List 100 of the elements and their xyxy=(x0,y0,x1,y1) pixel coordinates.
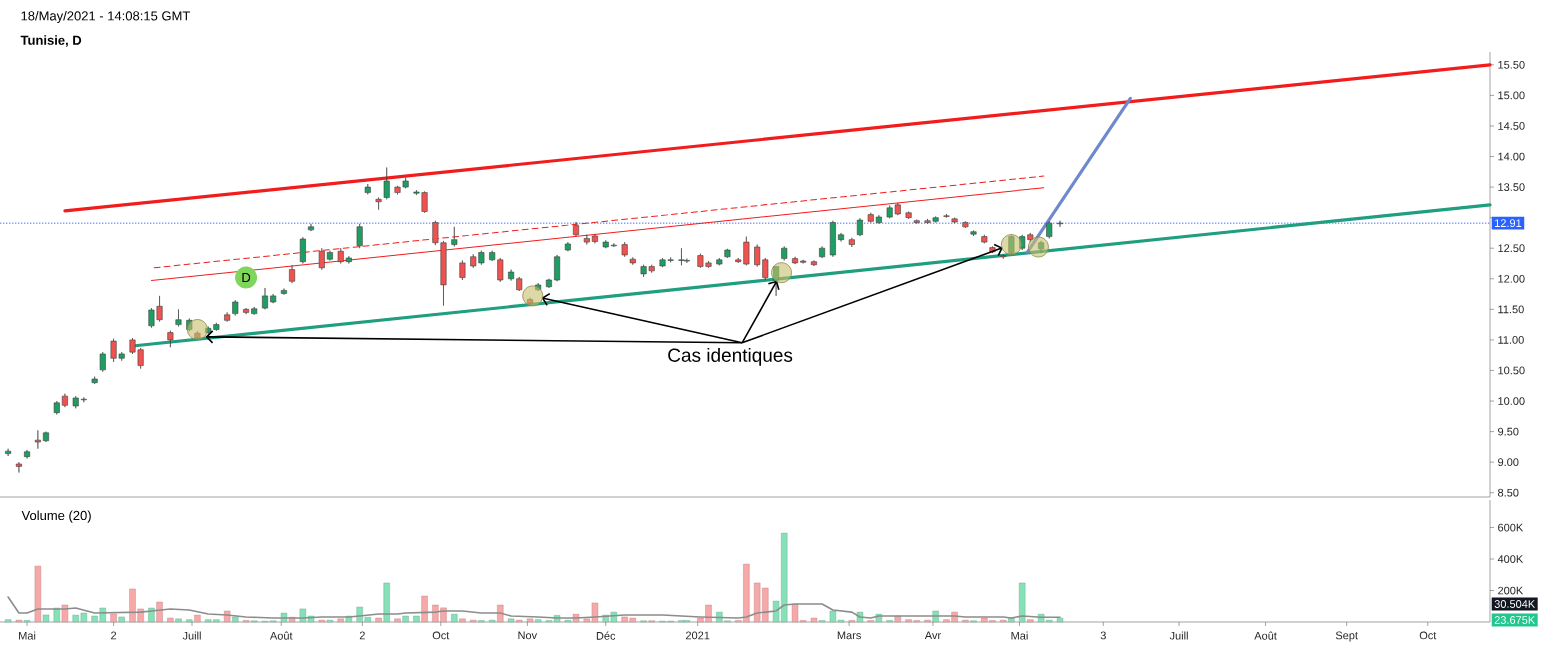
candlestick xyxy=(724,248,731,259)
bar xyxy=(394,618,401,623)
x-tick-label: Déc xyxy=(596,631,616,640)
candlestick xyxy=(364,183,371,195)
y-tick-label: 15.50 xyxy=(1498,60,1525,69)
bar xyxy=(497,604,504,623)
candlestick xyxy=(951,217,958,224)
line-series xyxy=(7,596,1061,619)
candlestick xyxy=(1008,234,1015,255)
candlestick xyxy=(280,288,287,295)
candlestick xyxy=(15,461,22,473)
x-tick-label: 2021 xyxy=(686,631,710,640)
candlestick xyxy=(318,247,325,270)
text: Volume (20) xyxy=(21,510,91,523)
x-tick-label: 2 xyxy=(359,631,365,640)
candlestick xyxy=(838,232,845,242)
chart-title: Tunisie, D xyxy=(20,35,82,47)
bar xyxy=(451,613,458,623)
candlestick xyxy=(451,226,458,247)
x-tick-label: 2 xyxy=(111,631,117,640)
candlestick xyxy=(535,282,542,292)
candlestick xyxy=(781,246,788,261)
candlestick xyxy=(800,259,807,264)
candlestick xyxy=(792,256,799,265)
bar xyxy=(156,601,163,623)
candlestick xyxy=(299,236,306,264)
x-tick-label: 3 xyxy=(1100,631,1106,640)
candlestick xyxy=(356,223,363,249)
y-tick-label: 12.50 xyxy=(1498,244,1525,253)
y-tick-label: 600K xyxy=(1498,523,1524,532)
candlestick xyxy=(913,219,920,225)
candlestick xyxy=(383,167,390,200)
bar xyxy=(118,616,125,623)
ref-line-label: 12.91 xyxy=(1495,219,1522,228)
point xyxy=(1000,234,1022,255)
candlestick xyxy=(962,221,969,229)
point xyxy=(187,319,208,340)
bar xyxy=(186,619,193,623)
text: 30.504K xyxy=(1494,600,1536,608)
candlestick xyxy=(243,307,250,315)
candlestick xyxy=(527,297,534,306)
text: 23.675K xyxy=(1494,616,1536,624)
candlestick xyxy=(459,260,466,281)
bar xyxy=(232,616,239,623)
y-tick-label: 11.50 xyxy=(1498,305,1524,314)
y-tick-label: 11.00 xyxy=(1498,336,1524,344)
candlestick xyxy=(1046,221,1053,239)
candlestick xyxy=(61,393,68,408)
x-tick-label: Nov xyxy=(518,631,538,640)
candlestick xyxy=(981,234,988,244)
bar xyxy=(507,618,515,623)
candlestick xyxy=(867,212,874,223)
x-tick-label: Juill xyxy=(1169,631,1188,640)
bar xyxy=(810,617,818,623)
candlestick xyxy=(194,331,201,341)
bar xyxy=(402,615,409,623)
x-tick-label: Oct xyxy=(1419,631,1437,640)
candlestick xyxy=(610,243,617,248)
candlestick xyxy=(99,351,106,372)
candlestick xyxy=(186,318,193,332)
point xyxy=(771,262,792,284)
point xyxy=(1028,236,1049,258)
y-tick-label: 400K xyxy=(1497,555,1524,563)
bar xyxy=(167,617,174,623)
candlestick xyxy=(508,269,515,281)
annotation: D xyxy=(242,273,251,283)
candlestick xyxy=(1038,240,1045,254)
candlestick xyxy=(856,217,863,237)
x-tick-label: Mai xyxy=(1011,631,1028,640)
candlestick xyxy=(5,448,12,457)
y-tick-label: 12.00 xyxy=(1498,274,1525,283)
candlestick xyxy=(53,400,60,415)
y-tick-label: 14.00 xyxy=(1498,152,1525,161)
bar xyxy=(42,614,50,623)
bar xyxy=(375,617,382,623)
bar xyxy=(1027,619,1034,623)
candlestick xyxy=(289,265,296,284)
bar xyxy=(534,619,542,623)
candlestick xyxy=(621,241,628,258)
bar xyxy=(459,618,466,623)
bar xyxy=(1056,618,1064,623)
x-tick-label: Avr xyxy=(924,631,941,640)
candlestick xyxy=(270,293,277,304)
bar xyxy=(194,614,201,623)
candlestick xyxy=(819,246,826,259)
candlestick xyxy=(583,234,590,245)
bar xyxy=(175,618,182,623)
candlestick xyxy=(943,213,950,218)
x-tick-label: Oct xyxy=(432,631,450,640)
candlestick xyxy=(1057,220,1064,228)
bar xyxy=(421,595,428,623)
candlestick xyxy=(629,257,636,266)
candlestick xyxy=(572,221,579,237)
candlestick xyxy=(905,211,912,220)
y-tick-label: 9.50 xyxy=(1498,427,1519,436)
bar xyxy=(110,613,117,623)
candlestick xyxy=(375,197,382,210)
candlestick xyxy=(848,237,855,248)
candlestick xyxy=(307,223,314,232)
bar xyxy=(4,619,12,623)
